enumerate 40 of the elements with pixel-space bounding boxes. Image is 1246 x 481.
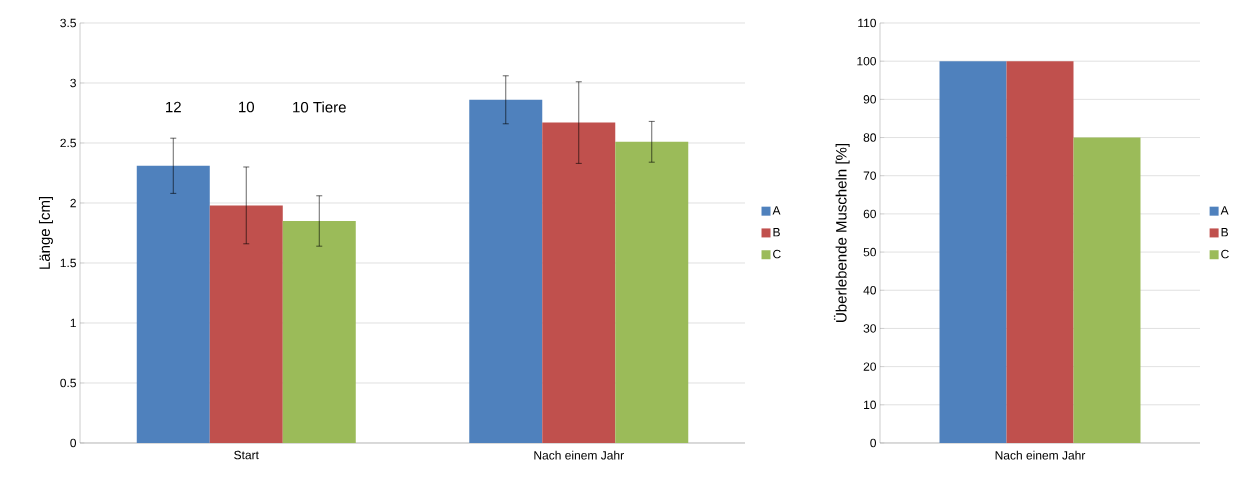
y-tick-label: 3	[70, 78, 76, 88]
y-tick-label: 50	[863, 247, 877, 257]
legend-label: A	[1220, 206, 1229, 215]
y-tick-label: 1.5	[60, 258, 76, 268]
y-tick-label: 90	[863, 95, 877, 104]
legend-label: C	[773, 249, 781, 259]
bar	[469, 99, 543, 443]
y-tick-label: 30	[863, 324, 877, 333]
legend-label: B	[773, 228, 780, 237]
annotation: 10 Tiere	[293, 101, 346, 113]
bar	[542, 122, 616, 443]
y-axis-title: Länge [cm]	[38, 196, 53, 269]
y-tick-label: 80	[863, 133, 877, 142]
y-tick-label: 1	[70, 318, 76, 328]
y-tick-label: 40	[863, 286, 877, 295]
y-tick-label: 20	[863, 362, 877, 371]
x-tick-label: Start	[234, 450, 259, 460]
bar	[136, 165, 210, 443]
x-tick-label: Nach einem Jahr	[534, 450, 624, 460]
y-tick-label: 70	[863, 171, 877, 180]
y-tick-label: 0	[70, 438, 77, 448]
y-axis-title: Überlebende Muscheln [%]	[833, 144, 850, 322]
y-tick-label: 3.5	[60, 18, 76, 28]
y-tick-label: 10	[864, 400, 877, 410]
bar	[282, 220, 356, 443]
legend-label: A	[772, 206, 781, 215]
bar	[209, 205, 283, 443]
legend-label: C	[1221, 249, 1229, 259]
y-tick-label: 110	[858, 18, 877, 28]
annotation: 10	[239, 101, 255, 113]
legend-label: B	[1221, 228, 1228, 237]
y-tick-label: 0	[870, 438, 877, 448]
y-tick-label: 2	[70, 198, 76, 208]
bar	[615, 141, 689, 443]
annotation: 12	[166, 101, 181, 113]
y-tick-label: 60	[863, 209, 877, 219]
y-tick-label: 2.5	[60, 138, 76, 148]
x-tick-label: Nach einem Jahr	[995, 450, 1086, 460]
y-tick-label: 0.5	[60, 378, 76, 388]
y-tick-label: 100	[857, 56, 877, 66]
